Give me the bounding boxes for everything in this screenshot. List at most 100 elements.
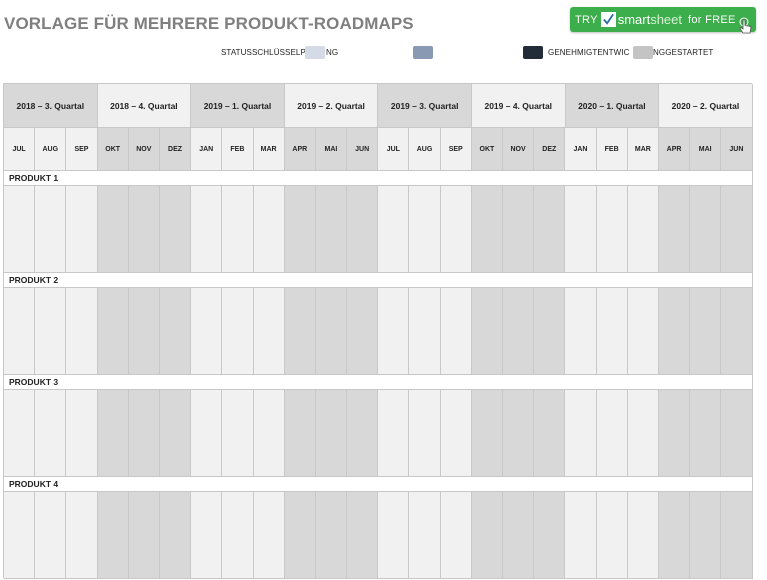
timeline-cell[interactable] xyxy=(347,390,379,477)
timeline-cell[interactable] xyxy=(35,186,67,273)
timeline-cell[interactable] xyxy=(253,288,285,375)
timeline-cell[interactable] xyxy=(440,492,472,579)
timeline-cell[interactable] xyxy=(534,492,566,579)
timeline-cell[interactable] xyxy=(658,288,691,375)
timeline-cell[interactable] xyxy=(284,390,316,477)
timeline-cell[interactable] xyxy=(440,186,472,273)
timeline-cell[interactable] xyxy=(721,492,753,579)
timeline-cell[interactable] xyxy=(627,492,659,579)
timeline-cell[interactable] xyxy=(97,288,129,375)
timeline-cell[interactable] xyxy=(471,492,503,579)
legend-swatch-approved xyxy=(413,46,433,59)
timeline-cell[interactable] xyxy=(627,288,659,375)
timeline-cell[interactable] xyxy=(596,492,628,579)
timeline-cell[interactable] xyxy=(409,492,441,579)
timeline-cell[interactable] xyxy=(222,288,254,375)
timeline-cell[interactable] xyxy=(191,492,223,579)
timeline-cell[interactable] xyxy=(4,492,36,579)
timeline-cell[interactable] xyxy=(409,390,441,477)
timeline-cell[interactable] xyxy=(471,186,503,273)
timeline-cell[interactable] xyxy=(596,288,628,375)
timeline-cell[interactable] xyxy=(534,186,566,273)
timeline-cell[interactable] xyxy=(347,186,379,273)
timeline-cell[interactable] xyxy=(315,390,348,477)
timeline-cell[interactable] xyxy=(159,390,192,477)
timeline-cell[interactable] xyxy=(534,288,566,375)
timeline-cell[interactable] xyxy=(35,492,67,579)
timeline-cell[interactable] xyxy=(440,390,472,477)
timeline-cell[interactable] xyxy=(35,288,67,375)
timeline-cell[interactable] xyxy=(97,390,129,477)
timeline-cell[interactable] xyxy=(253,186,285,273)
timeline-cell[interactable] xyxy=(378,288,410,375)
timeline-cell[interactable] xyxy=(97,186,129,273)
timeline-cell[interactable] xyxy=(596,390,628,477)
timeline-cell[interactable] xyxy=(315,492,348,579)
timeline-cell[interactable] xyxy=(503,492,535,579)
timeline-cell[interactable] xyxy=(409,288,441,375)
timeline-cell[interactable] xyxy=(97,492,129,579)
timeline-cell[interactable] xyxy=(440,288,472,375)
timeline-cell[interactable] xyxy=(253,492,285,579)
timeline-cell[interactable] xyxy=(378,186,410,273)
timeline-cell[interactable] xyxy=(596,186,628,273)
timeline-cell[interactable] xyxy=(66,390,98,477)
timeline-cell[interactable] xyxy=(471,288,503,375)
timeline-cell[interactable] xyxy=(284,186,316,273)
timeline-cell[interactable] xyxy=(565,288,597,375)
timeline-cell[interactable] xyxy=(128,390,160,477)
timeline-cell[interactable] xyxy=(222,186,254,273)
timeline-cell[interactable] xyxy=(627,390,659,477)
month-header: JUN xyxy=(347,128,379,171)
timeline-cell[interactable] xyxy=(35,390,67,477)
timeline-cell[interactable] xyxy=(66,492,98,579)
timeline-cell[interactable] xyxy=(66,288,98,375)
timeline-cell[interactable] xyxy=(347,492,379,579)
timeline-cell[interactable] xyxy=(284,288,316,375)
timeline-cell[interactable] xyxy=(284,492,316,579)
timeline-cell[interactable] xyxy=(658,492,691,579)
timeline-cell[interactable] xyxy=(315,186,348,273)
timeline-cell[interactable] xyxy=(503,288,535,375)
quarter-header: 2020 – 1. Quartal xyxy=(565,84,660,128)
timeline-cell[interactable] xyxy=(565,492,597,579)
timeline-cell[interactable] xyxy=(690,186,722,273)
timeline-cell[interactable] xyxy=(565,186,597,273)
timeline-cell[interactable] xyxy=(128,186,160,273)
timeline-cell[interactable] xyxy=(347,288,379,375)
timeline-cell[interactable] xyxy=(159,288,192,375)
timeline-cell[interactable] xyxy=(222,492,254,579)
timeline-cell[interactable] xyxy=(191,288,223,375)
timeline-cell[interactable] xyxy=(315,288,348,375)
timeline-cell[interactable] xyxy=(721,390,753,477)
timeline-cell[interactable] xyxy=(503,186,535,273)
timeline-cell[interactable] xyxy=(534,390,566,477)
timeline-cell[interactable] xyxy=(4,288,36,375)
timeline-cell[interactable] xyxy=(503,390,535,477)
timeline-cell[interactable] xyxy=(627,186,659,273)
timeline-cell[interactable] xyxy=(690,492,722,579)
timeline-cell[interactable] xyxy=(159,186,192,273)
timeline-cell[interactable] xyxy=(66,186,98,273)
timeline-cell[interactable] xyxy=(128,492,160,579)
timeline-cell[interactable] xyxy=(721,186,753,273)
timeline-cell[interactable] xyxy=(658,186,691,273)
timeline-cell[interactable] xyxy=(409,186,441,273)
timeline-cell[interactable] xyxy=(721,288,753,375)
timeline-cell[interactable] xyxy=(128,288,160,375)
timeline-cell[interactable] xyxy=(378,492,410,579)
timeline-cell[interactable] xyxy=(658,390,691,477)
timeline-cell[interactable] xyxy=(378,390,410,477)
timeline-cell[interactable] xyxy=(191,186,223,273)
try-smartsheet-button[interactable]: TRY smartsheet for FREE xyxy=(570,7,756,34)
timeline-cell[interactable] xyxy=(690,288,722,375)
timeline-cell[interactable] xyxy=(4,390,36,477)
timeline-cell[interactable] xyxy=(253,390,285,477)
timeline-cell[interactable] xyxy=(690,390,722,477)
timeline-cell[interactable] xyxy=(159,492,192,579)
timeline-cell[interactable] xyxy=(565,390,597,477)
timeline-cell[interactable] xyxy=(222,390,254,477)
timeline-cell[interactable] xyxy=(471,390,503,477)
timeline-cell[interactable] xyxy=(191,390,223,477)
timeline-cell[interactable] xyxy=(4,186,36,273)
